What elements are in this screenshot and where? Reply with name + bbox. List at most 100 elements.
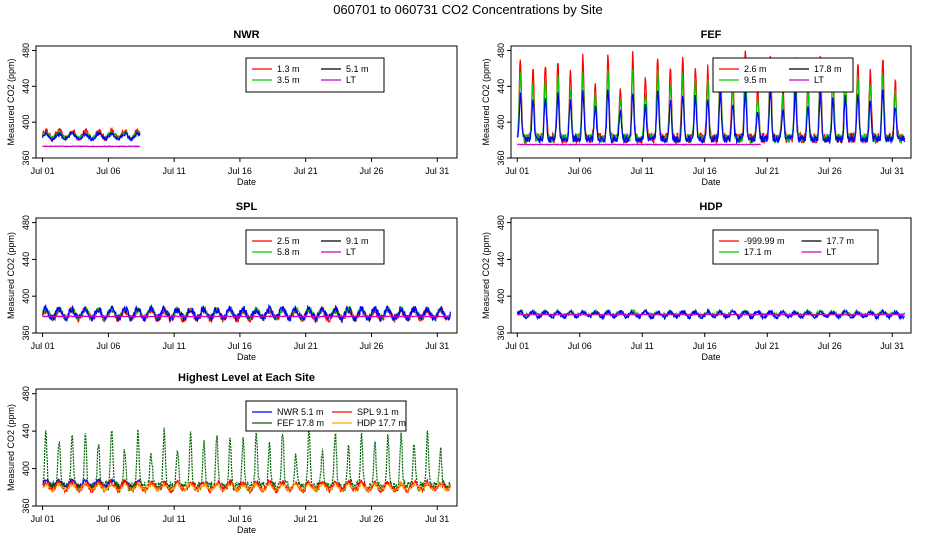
series-line-hdp-17-7-m [42,480,451,495]
y-tick-label: 360 [21,325,31,340]
plot-frame-highest-level-at-each-site [35,388,458,507]
plot-frame-hdp [510,217,912,334]
y-tick-label: 400 [21,289,31,304]
y-tick-label: 400 [496,115,506,130]
y-tick-label: 440 [21,79,31,94]
x-tick-label: Jul 01 [31,341,55,351]
x-tick-label: Jul 21 [294,514,318,524]
x-tick-label: Jul 16 [693,166,717,176]
x-tick-label: Jul 26 [818,166,842,176]
y-tick-label: 360 [496,150,506,165]
legend-label: LT [346,247,356,257]
x-tick-label: Jul 01 [31,514,55,524]
x-tick-label: Jul 16 [228,341,252,351]
x-axis-label: Date [701,177,720,187]
x-tick-label: Jul 01 [31,166,55,176]
y-tick-label: 400 [496,289,506,304]
y-axis-label: Measured CO2 (ppm) [6,58,16,145]
series-line-lt [517,313,906,316]
plot-frame-spl [35,217,458,334]
chart-title-fef: FEF [701,29,722,41]
x-axis-label: Date [237,525,256,535]
y-axis-label: Measured CO2 (ppm) [6,232,16,319]
y-tick-label: 400 [21,461,31,476]
legend-label: 2.5 m [277,236,300,246]
x-tick-label: Jul 31 [880,166,904,176]
x-tick-label: Jul 21 [755,341,779,351]
x-tick-label: Jul 11 [162,166,185,176]
legend-box [245,229,385,265]
legend-label: 5.1 m [346,64,369,74]
x-tick-label: Jul 26 [359,341,383,351]
x-tick-label: Jul 11 [162,514,185,524]
x-tick-label: Jul 01 [505,166,529,176]
series-line-17-7-m [516,308,906,321]
x-axis-label: Date [701,352,720,362]
x-tick-label: Jul 06 [96,341,120,351]
chart-title-hdp: HDP [699,201,722,213]
x-tick-label: Jul 06 [568,341,592,351]
series-line-lt [42,145,141,148]
series-line-lt [42,315,451,318]
y-tick-label: 480 [21,215,31,230]
plot-frame-nwr [35,45,458,159]
series-line-5-1-m [42,130,141,143]
x-tick-label: Jul 16 [228,166,252,176]
y-tick-label: 440 [496,252,506,267]
legend-label: LT [814,75,824,85]
x-tick-label: Jul 06 [568,166,592,176]
x-axis-label: Date [237,177,256,187]
legend-label: FEF 17.8 m [277,418,324,428]
x-tick-label: Jul 16 [228,514,252,524]
x-tick-label: Jul 26 [359,514,383,524]
x-tick-label: Jul 31 [880,341,904,351]
y-tick-label: 440 [21,252,31,267]
plot-frame-fef [510,45,912,159]
x-tick-label: Jul 01 [505,341,529,351]
legend-label: 1.3 m [277,64,300,74]
x-tick-label: Jul 26 [359,166,383,176]
legend-label: -999.99 m [744,236,785,246]
chart-title-highest-level-at-each-site: Highest Level at Each Site [178,372,315,384]
legend-label: 9.1 m [346,236,369,246]
x-tick-label: Jul 31 [425,341,449,351]
x-tick-label: Jul 31 [425,166,449,176]
legend-label: LT [827,247,837,257]
y-tick-label: 480 [21,386,31,401]
y-axis-label: Measured CO2 (ppm) [481,58,491,145]
y-tick-label: 440 [496,79,506,94]
y-tick-label: 360 [21,498,31,513]
legend-label: NWR 5.1 m [277,407,324,417]
legend-label: 17.1 m [744,247,772,257]
legend-label: 5.8 m [277,247,300,257]
y-tick-label: 480 [21,43,31,58]
legend-box [712,57,854,93]
x-tick-label: Jul 31 [425,514,449,524]
legend-label: 3.5 m [277,75,300,85]
x-tick-label: Jul 21 [294,166,318,176]
x-tick-label: Jul 11 [631,341,654,351]
x-tick-label: Jul 26 [818,341,842,351]
page-title: 060701 to 060731 CO2 Concentrations by S… [333,2,603,17]
y-tick-label: 360 [21,150,31,165]
series-line-fef-17-8-m [42,427,451,494]
legend-label: HDP 17.7 m [357,418,406,428]
chart-title-spl: SPL [236,201,258,213]
legend-label: 9.5 m [744,75,767,85]
x-tick-label: Jul 11 [162,341,185,351]
legend-label: SPL 9.1 m [357,407,399,417]
series-line-17-8-m [516,88,906,145]
y-tick-label: 440 [21,424,31,439]
x-tick-label: Jul 21 [755,166,779,176]
x-tick-label: Jul 06 [96,514,120,524]
x-tick-label: Jul 21 [294,341,318,351]
y-tick-label: 480 [496,43,506,58]
legend-box [245,57,385,93]
chart-title-nwr: NWR [233,29,259,41]
y-tick-label: 480 [496,215,506,230]
y-tick-label: 400 [21,115,31,130]
legend-label: LT [346,75,356,85]
series-line-lt [516,143,762,146]
y-axis-label: Measured CO2 (ppm) [6,404,16,491]
